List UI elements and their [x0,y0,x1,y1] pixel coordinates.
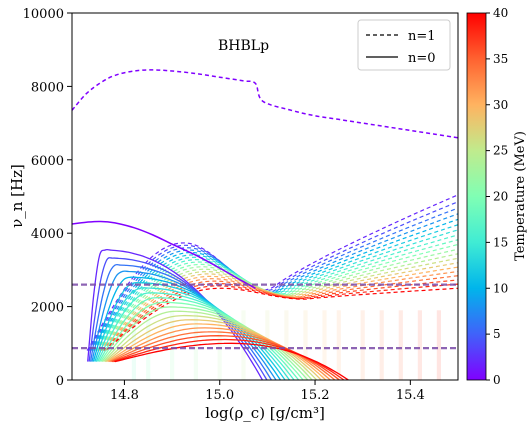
colorbar-tick-label: 35 [493,52,508,66]
n0-curve [114,342,349,380]
n1-curve-cold [72,69,458,139]
colorbar-tick-label: 0 [493,373,501,387]
n0-curve [88,257,268,380]
x-tick-label: 14.8 [110,388,139,403]
colorbar-tick-label: 10 [493,281,508,295]
x-tick-label: 15.0 [205,388,234,403]
reference-lines [72,283,458,350]
model-annotation: BHBLp [218,38,269,54]
n1-curve [87,201,458,351]
colorbar-tick-label: 15 [493,235,508,249]
y-axis-ticks: 0 2000 4000 6000 8000 10000 [23,7,72,389]
x-tick-label: 15.2 [301,388,330,403]
colorbar-tick-label: 20 [493,190,508,204]
colorbar-label: Temperature (MeV) [513,131,528,261]
y-tick-label: 0 [56,374,64,389]
shade-band [398,310,403,380]
shade-band [360,310,365,380]
x-axis-ticks: 14.8 15.0 15.2 15.4 [110,380,425,403]
y-tick-label: 6000 [31,154,64,169]
y-tick-label: 2000 [31,301,64,316]
plot-frame [71,12,459,381]
shade-band [284,310,289,380]
y-axis-label: ν_n [Hz] [8,164,26,228]
shade-band [303,310,308,380]
n0-curve-cold [72,220,256,289]
n0-curve [95,287,291,380]
colorbar-ticks: 0 5 10 15 20 25 30 35 40 [486,6,508,387]
n1-curve [103,279,458,352]
n0-curve [92,276,282,380]
shade-band [241,310,246,380]
n1-curve [86,194,458,351]
x-axis-label: log(ρ_c) [g/cm³] [205,404,325,422]
n1-curve [101,270,458,352]
shade-band [417,310,422,380]
plot-area [72,13,458,380]
n1-curve [104,283,458,352]
colorbar-tick-label: 40 [493,6,508,20]
legend-box [357,19,451,71]
colorbar [466,12,487,381]
n0-curve [94,282,286,380]
colorbar-tick-label: 25 [493,144,508,158]
n1-curve [97,253,458,351]
shade-band [379,310,384,380]
legend-entry-n1: n=1 [408,29,436,44]
colorbar-tick-label: 5 [493,327,501,341]
legend: n=1 n=0 [357,19,451,71]
y-tick-label: 10000 [23,7,64,22]
legend-entry-n0: n=0 [408,51,436,66]
shade-band [322,310,327,380]
shade-band [436,310,441,380]
colorbar-tick-label: 30 [493,98,508,112]
n1-curve [102,275,458,352]
shade-band [336,310,341,380]
n1-curve [95,243,458,351]
y-tick-label: 4000 [31,227,64,242]
x-tick-label: 15.4 [396,388,425,403]
frequency-curves [72,69,458,380]
y-tick-label: 8000 [31,80,64,95]
shade-band [217,310,222,380]
n1-curve [91,224,458,351]
